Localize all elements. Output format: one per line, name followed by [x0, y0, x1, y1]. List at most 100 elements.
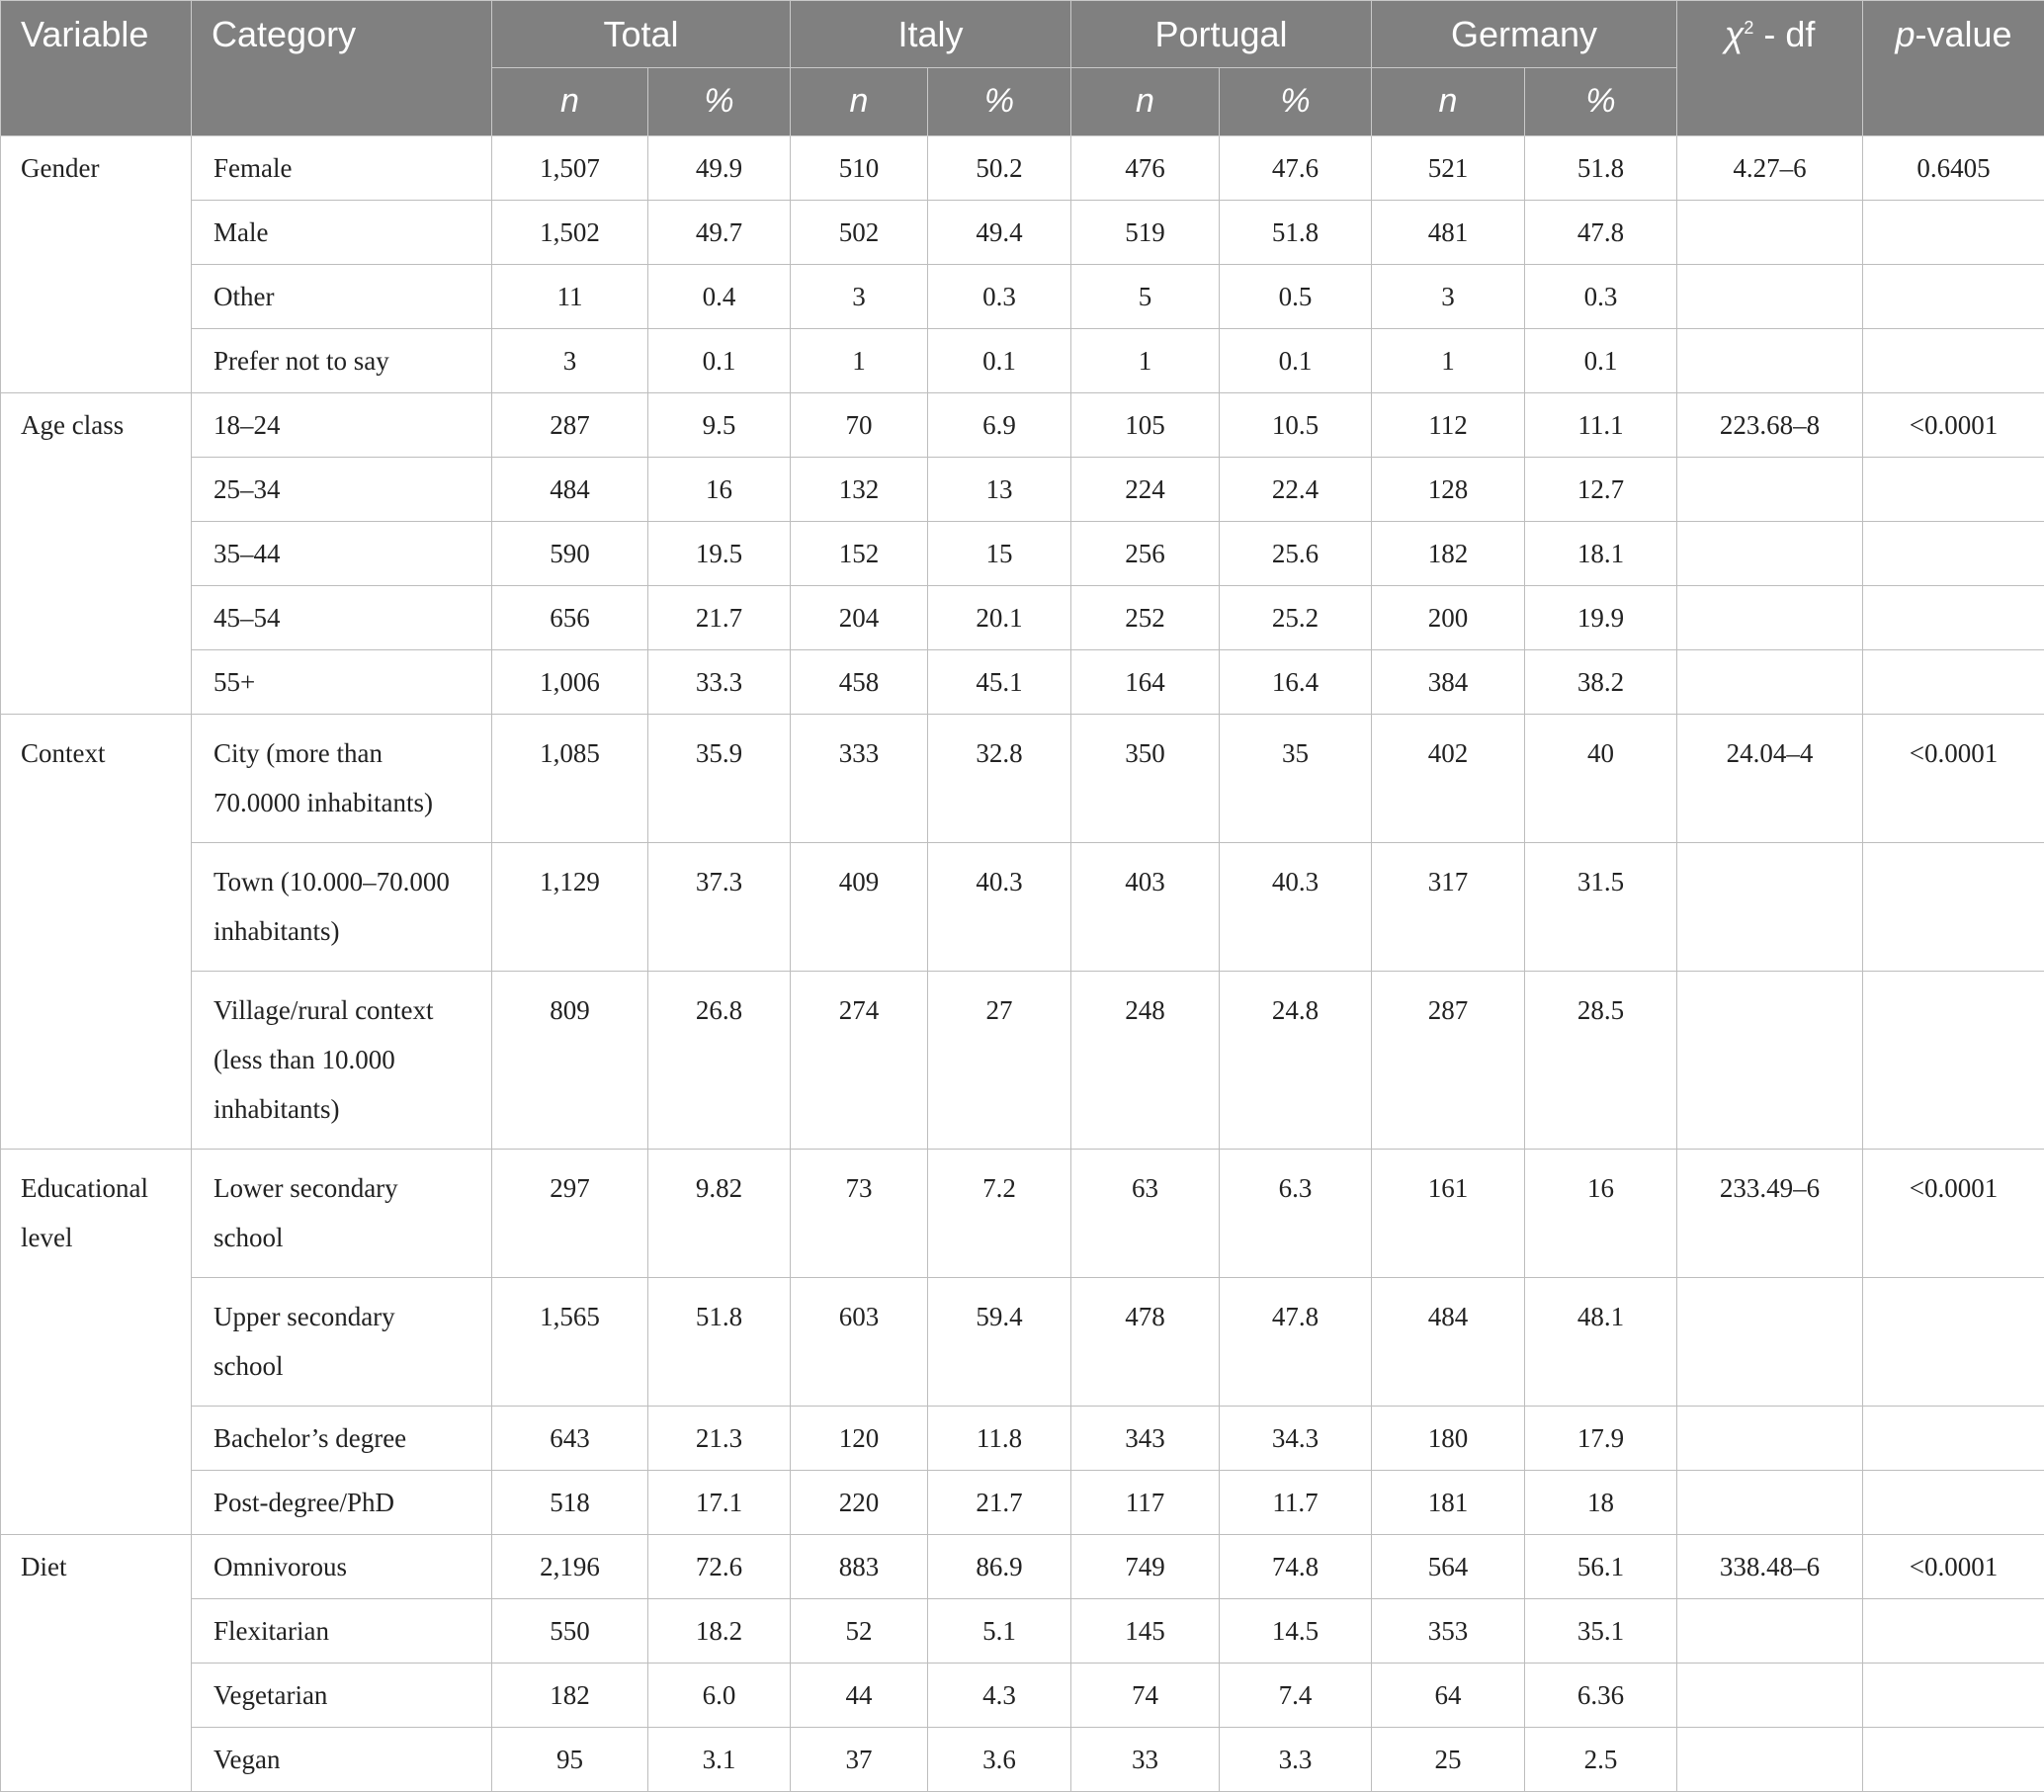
count-cell: 1,129 [492, 843, 648, 972]
count-cell: 70 [791, 393, 928, 458]
percent-cell: 0.5 [1220, 265, 1372, 329]
percent-cell: 34.3 [1220, 1407, 1372, 1471]
count-cell: 1,085 [492, 715, 648, 843]
count-cell: 5 [1071, 265, 1220, 329]
count-cell: 384 [1372, 650, 1525, 715]
percent-cell: 51.8 [648, 1278, 791, 1407]
percent-cell: 26.8 [648, 972, 791, 1150]
percent-cell: 11.8 [928, 1407, 1071, 1471]
percent-cell: 27 [928, 972, 1071, 1150]
count-cell: 484 [1372, 1278, 1525, 1407]
chi-df-cell: 4.27–6 [1677, 136, 1863, 201]
count-cell: 603 [791, 1278, 928, 1407]
count-cell: 458 [791, 650, 928, 715]
count-cell: 74 [1071, 1664, 1220, 1728]
chi-superscript: 2 [1744, 18, 1753, 38]
count-cell: 220 [791, 1471, 928, 1535]
chi-df-cell [1677, 843, 1863, 972]
count-cell: 287 [492, 393, 648, 458]
category-label-line: Town (10.000–70.000 [213, 867, 450, 896]
category-label-line: inhabitants) [213, 1094, 339, 1124]
category-cell: Vegan [192, 1728, 492, 1792]
header-italy: Italy [791, 1, 1071, 68]
chi-df-label: - df [1753, 14, 1815, 54]
count-cell: 1,507 [492, 136, 648, 201]
count-cell: 112 [1372, 393, 1525, 458]
category-cell: Omnivorous [192, 1535, 492, 1599]
count-cell: 105 [1071, 393, 1220, 458]
header-germany-pct: % [1525, 68, 1677, 136]
percent-cell: 20.1 [928, 586, 1071, 650]
percent-cell: 47.6 [1220, 136, 1372, 201]
count-cell: 484 [492, 458, 648, 522]
percent-cell: 10.5 [1220, 393, 1372, 458]
p-value-cell [1863, 586, 2044, 650]
p-value-cell [1863, 522, 2044, 586]
header-total-pct: % [648, 68, 791, 136]
count-cell: 200 [1372, 586, 1525, 650]
count-cell: 132 [791, 458, 928, 522]
percent-cell: 48.1 [1525, 1278, 1677, 1407]
percent-cell: 38.2 [1525, 650, 1677, 715]
percent-cell: 19.9 [1525, 586, 1677, 650]
percent-cell: 14.5 [1220, 1599, 1372, 1664]
chi-df-cell: 233.49–6 [1677, 1150, 1863, 1278]
count-cell: 73 [791, 1150, 928, 1278]
count-cell: 518 [492, 1471, 648, 1535]
category-label-line: school [213, 1223, 284, 1252]
count-cell: 224 [1071, 458, 1220, 522]
percent-cell: 25.6 [1220, 522, 1372, 586]
p-value-cell: <0.0001 [1863, 715, 2044, 843]
category-cell: 25–34 [192, 458, 492, 522]
percent-cell: 50.2 [928, 136, 1071, 201]
p-value-cell [1863, 329, 2044, 393]
percent-cell: 47.8 [1525, 201, 1677, 265]
count-cell: 343 [1071, 1407, 1220, 1471]
p-value-cell: <0.0001 [1863, 393, 2044, 458]
p-value-cell [1863, 1471, 2044, 1535]
percent-cell: 49.9 [648, 136, 791, 201]
p-value-cell: 0.6405 [1863, 136, 2044, 201]
percent-cell: 0.3 [928, 265, 1071, 329]
count-cell: 117 [1071, 1471, 1220, 1535]
percent-cell: 16 [648, 458, 791, 522]
category-cell: Vegetarian [192, 1664, 492, 1728]
percent-cell: 59.4 [928, 1278, 1071, 1407]
category-label-line: Village/rural context [213, 995, 434, 1025]
count-cell: 478 [1071, 1278, 1220, 1407]
p-value-cell [1863, 972, 2044, 1150]
p-value-cell [1863, 1728, 2044, 1792]
category-cell: 45–54 [192, 586, 492, 650]
count-cell: 333 [791, 715, 928, 843]
percent-cell: 0.1 [928, 329, 1071, 393]
category-cell: Bachelor’s degree [192, 1407, 492, 1471]
count-cell: 145 [1071, 1599, 1220, 1664]
percent-cell: 32.8 [928, 715, 1071, 843]
percent-cell: 6.0 [648, 1664, 791, 1728]
count-cell: 256 [1071, 522, 1220, 586]
count-cell: 161 [1372, 1150, 1525, 1278]
percent-cell: 72.6 [648, 1535, 791, 1599]
count-cell: 128 [1372, 458, 1525, 522]
chi-df-cell [1677, 972, 1863, 1150]
count-cell: 248 [1071, 972, 1220, 1150]
count-cell: 350 [1071, 715, 1220, 843]
variable-cell: Age class [1, 393, 192, 715]
percent-cell: 35.1 [1525, 1599, 1677, 1664]
percent-cell: 18 [1525, 1471, 1677, 1535]
count-cell: 353 [1372, 1599, 1525, 1664]
p-value-cell [1863, 1664, 2044, 1728]
chi-df-cell [1677, 329, 1863, 393]
chi-df-cell [1677, 522, 1863, 586]
percent-cell: 17.9 [1525, 1407, 1677, 1471]
chi-df-cell [1677, 650, 1863, 715]
